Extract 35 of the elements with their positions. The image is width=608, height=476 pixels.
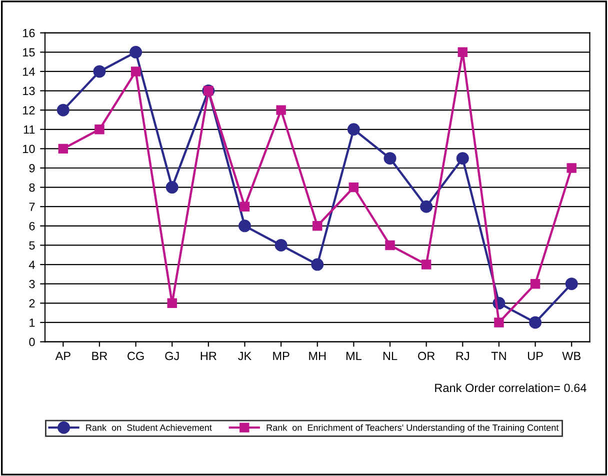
y-tick-label: 3 <box>29 280 35 288</box>
x-tick-label: ML <box>346 352 362 360</box>
y-tick-label: 9 <box>29 164 35 172</box>
y-tick-label: 8 <box>29 183 35 192</box>
x-tick-label: BR <box>92 352 108 360</box>
y-tick-label: 0 <box>29 338 35 346</box>
legend-label: Rank on Enrichment of Teachers' Understanding of the Training Content <box>266 424 559 433</box>
x-tick-label: MP <box>273 352 290 360</box>
text: Rank Order correlation= 0.64 <box>435 383 586 392</box>
x-tick-label: TN <box>491 352 506 360</box>
x-tick-label: HR <box>200 352 216 360</box>
y-tick-label: 1 <box>30 318 35 327</box>
y-tick-label: 6 <box>29 222 35 230</box>
x-tick-label: AP <box>55 352 70 360</box>
y-tick-label: 12 <box>23 106 35 114</box>
x-tick-label: JK <box>238 352 252 360</box>
x-tick-label: NL <box>383 352 398 360</box>
y-tick-label: 7 <box>29 202 35 211</box>
y-tick-label: 15 <box>23 48 35 57</box>
legend-label: Rank on Student Achievement <box>86 424 212 431</box>
x-tick-label: GJ <box>165 352 179 360</box>
y-tick-label: 5 <box>29 241 35 250</box>
y-tick-label: 10 <box>23 144 35 154</box>
y-tick-label: 14 <box>23 68 35 76</box>
x-tick-label: OR <box>418 352 435 360</box>
x-tick-label: UP <box>528 352 543 360</box>
y-tick-label: 11 <box>24 126 35 134</box>
y-tick-label: 16 <box>23 28 35 38</box>
x-tick-label: WB <box>562 352 580 360</box>
y-tick-label: 13 <box>23 86 35 96</box>
y-tick-label: 2 <box>29 299 35 308</box>
y-tick-label: 4 <box>28 260 35 269</box>
x-tick-label: MH <box>309 352 326 360</box>
x-tick-label: CG <box>128 352 144 360</box>
x-tick-label: RJ <box>456 352 469 360</box>
